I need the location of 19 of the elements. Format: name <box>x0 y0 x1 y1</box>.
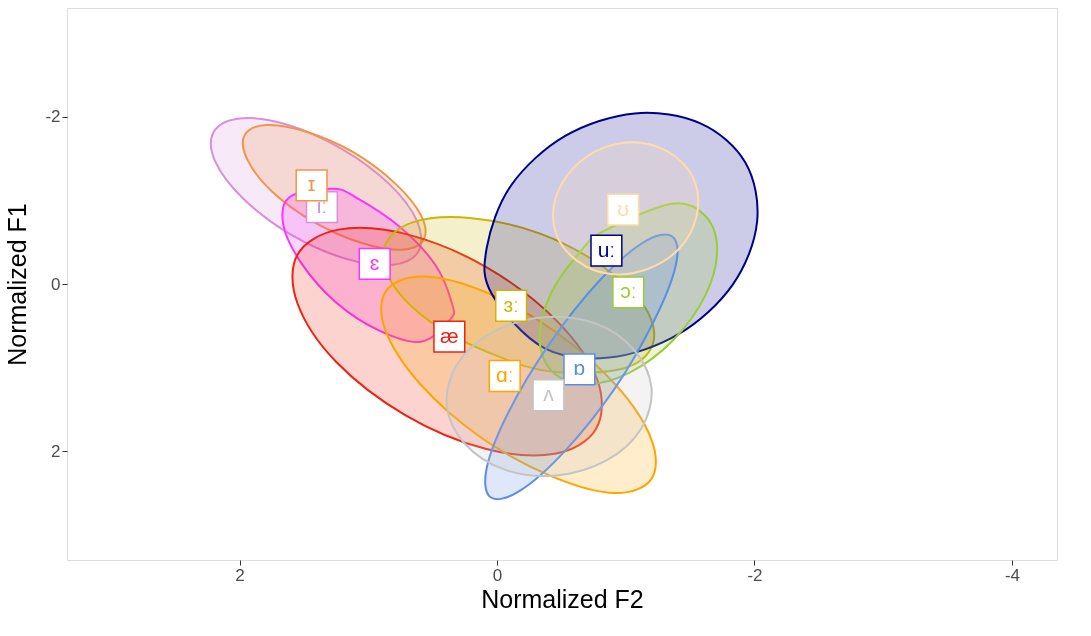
annotation: ɜː <box>503 292 519 316</box>
annotation: ɑː <box>495 363 514 386</box>
y-tick-label: -2 <box>45 107 61 127</box>
annotation: ʌ <box>543 382 555 406</box>
annotation: uː <box>597 237 616 261</box>
y-axis-title: Normalized F1 <box>3 203 32 366</box>
annotation: ʊ <box>617 196 630 220</box>
annotation: æ <box>440 323 459 347</box>
annotation: ɒ <box>573 356 586 380</box>
x-tick-label: -2 <box>747 565 763 585</box>
y-tick-label: 0 <box>51 274 61 294</box>
x-tick-label: -4 <box>1004 565 1020 585</box>
x-tick-label: 2 <box>235 565 245 585</box>
annotation: ɔː <box>620 279 637 303</box>
x-axis-title: Normalized F2 <box>481 584 644 613</box>
annotation: ɪ <box>307 172 316 196</box>
annotation: ɛ <box>369 250 380 274</box>
y-tick-label: 2 <box>51 441 61 461</box>
x-tick-label: 0 <box>492 565 503 585</box>
